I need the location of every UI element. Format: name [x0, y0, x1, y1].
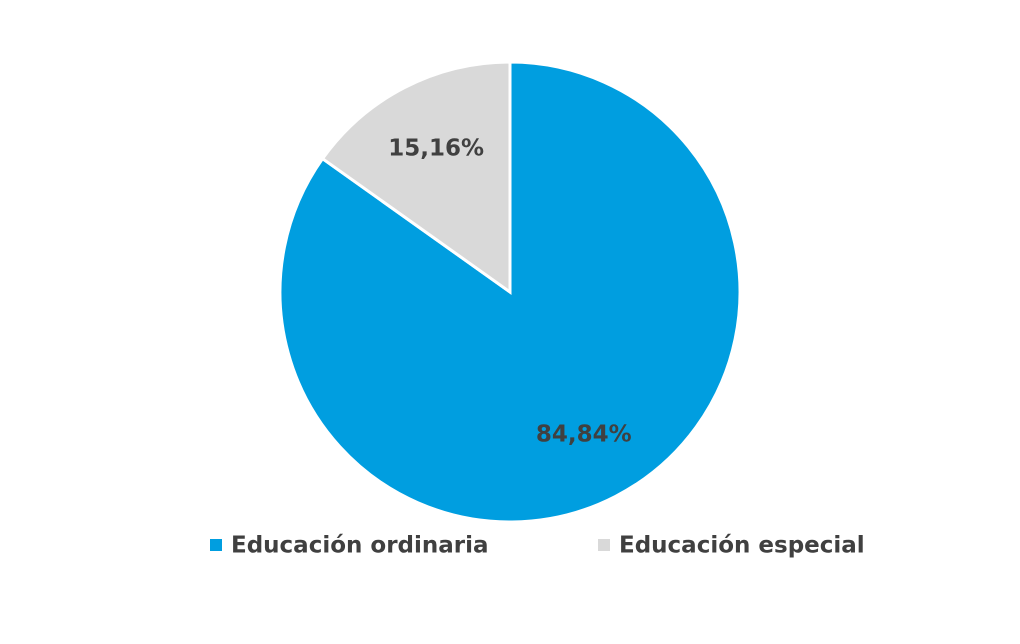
data-label: 15,16%: [388, 135, 484, 161]
legend-swatch: [598, 539, 610, 551]
legend-swatch: [210, 539, 222, 551]
legend-label: Educación ordinaria: [231, 533, 489, 559]
legend-label: Educación especial: [619, 533, 865, 559]
data-label: 84,84%: [536, 422, 632, 448]
pie-slice: [320, 60, 512, 295]
